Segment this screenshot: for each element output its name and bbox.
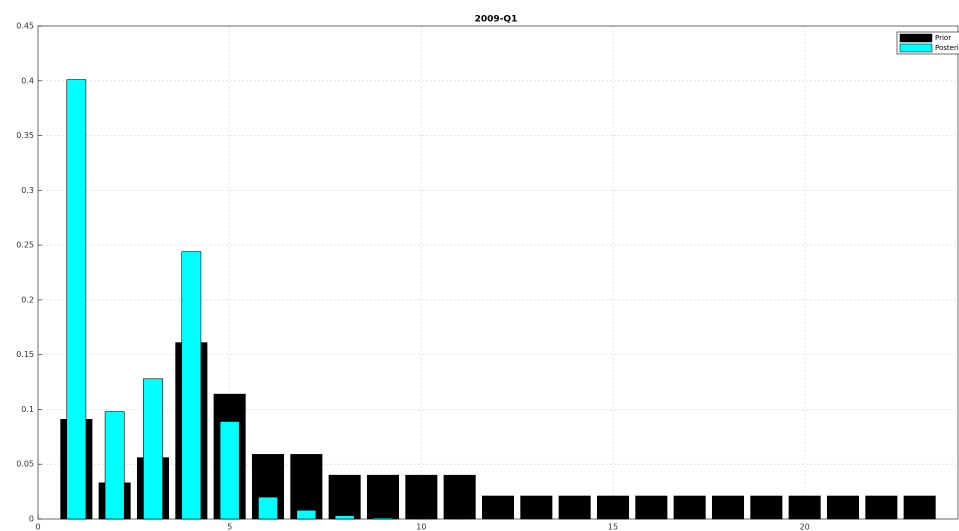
bar	[520, 495, 553, 520]
legend-label: Prior	[935, 34, 951, 42]
bar	[373, 517, 393, 520]
bar	[596, 495, 630, 520]
y-tick-label: 0.1	[21, 405, 34, 414]
y-tick-label: 0.05	[16, 460, 34, 469]
bar	[334, 515, 355, 520]
bar	[104, 411, 125, 520]
bar	[219, 421, 240, 520]
y-tick-label: 0.3	[21, 186, 34, 195]
bar	[788, 495, 821, 520]
legend-label: Posterior	[935, 44, 959, 52]
bar	[826, 495, 860, 520]
legend-swatch	[899, 43, 933, 53]
bar	[411, 518, 432, 520]
chart-title: 2009-Q1	[475, 15, 518, 25]
y-tick-label: 0.4	[21, 76, 34, 85]
bar	[290, 454, 323, 520]
x-tick-label: 20	[800, 523, 810, 531]
x-tick-label: 10	[416, 523, 426, 531]
bar	[449, 518, 470, 520]
y-tick-label: 0	[29, 515, 34, 524]
bar	[296, 509, 317, 520]
bar	[366, 474, 400, 520]
bar	[66, 79, 87, 520]
bar	[258, 496, 278, 520]
y-tick-label: 0.35	[16, 131, 34, 140]
bar	[558, 495, 591, 520]
bar	[405, 474, 438, 520]
y-tick-label: 0.15	[16, 350, 34, 359]
bar	[481, 495, 515, 520]
bar	[328, 474, 361, 520]
bar	[903, 495, 936, 520]
bar	[635, 495, 668, 520]
bar	[673, 495, 706, 520]
x-tick-label: 0	[35, 523, 40, 531]
x-tick-label: 15	[608, 523, 618, 531]
bar	[143, 378, 163, 520]
legend-swatch	[899, 33, 933, 43]
y-tick-label: 0.25	[16, 241, 34, 250]
bar	[711, 495, 745, 520]
y-tick-label: 0.45	[16, 22, 34, 31]
bar	[181, 251, 202, 520]
x-tick-label: 5	[227, 523, 232, 531]
y-tick-label: 0.2	[21, 295, 34, 304]
bar	[750, 495, 783, 520]
bar	[443, 474, 476, 520]
bar	[865, 495, 898, 520]
